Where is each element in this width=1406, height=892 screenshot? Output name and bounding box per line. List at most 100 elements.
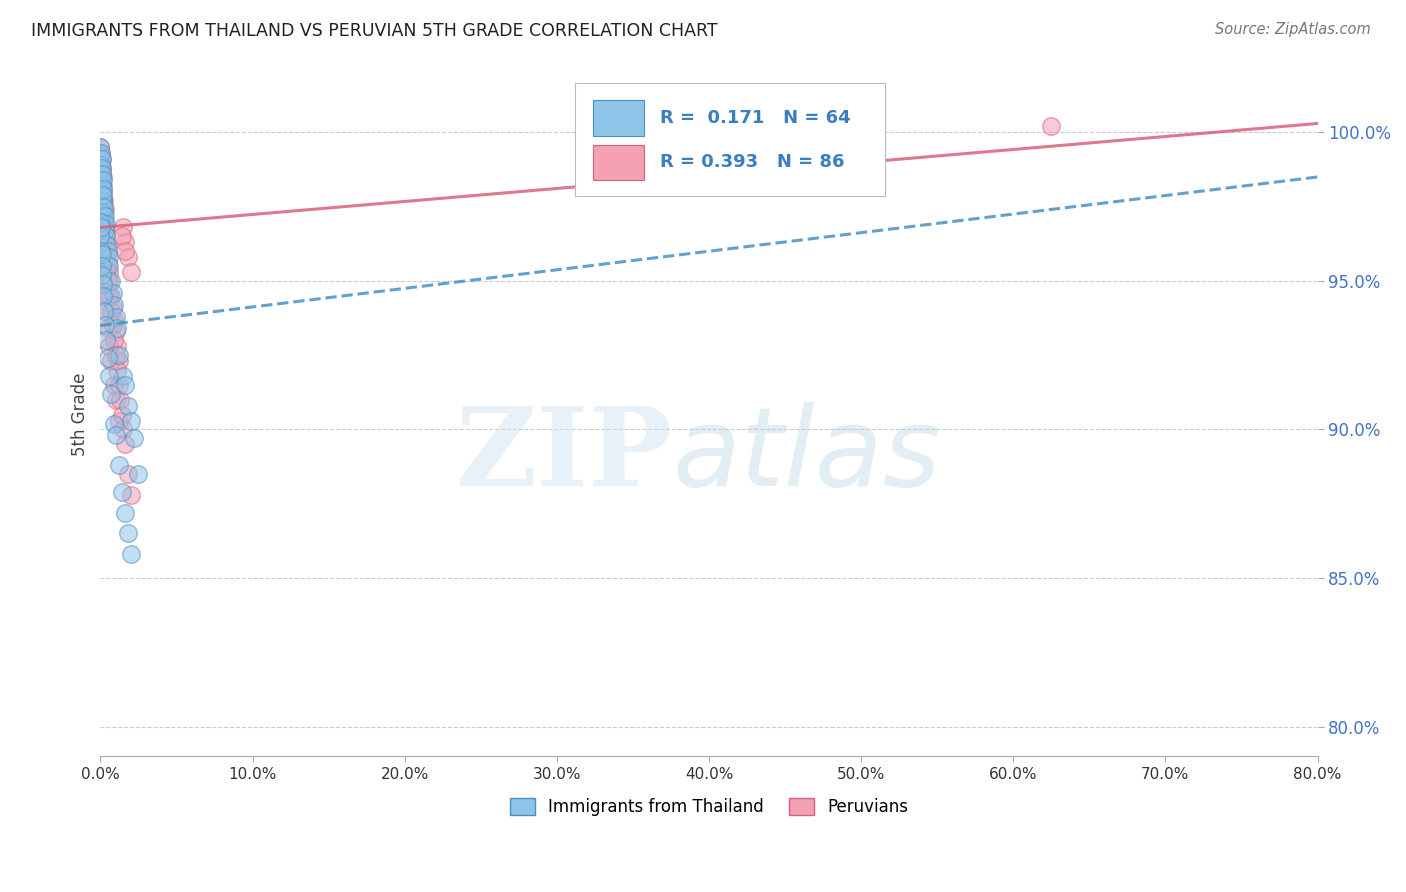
Point <box>114 506 136 520</box>
Point <box>90 161 112 175</box>
Point <box>90 178 112 193</box>
Point <box>96 238 118 252</box>
Point <box>122 431 145 445</box>
Point <box>96 303 118 318</box>
Point <box>100 354 122 368</box>
Point <box>94 238 117 252</box>
Point <box>90 223 112 237</box>
Point <box>1040 120 1063 134</box>
Point <box>112 422 135 436</box>
Point <box>90 167 112 181</box>
Point <box>89 149 111 163</box>
Point <box>94 250 117 264</box>
Point <box>90 178 112 193</box>
Point <box>90 220 112 235</box>
Point <box>97 256 120 270</box>
Text: IMMIGRANTS FROM THAILAND VS PERUVIAN 5TH GRADE CORRELATION CHART: IMMIGRANTS FROM THAILAND VS PERUVIAN 5TH… <box>31 22 717 40</box>
Point <box>114 378 136 392</box>
Point <box>96 238 118 252</box>
Point <box>93 227 115 241</box>
Point <box>112 220 135 235</box>
FancyBboxPatch shape <box>575 83 886 196</box>
Point <box>91 194 114 208</box>
Point <box>97 265 120 279</box>
Point <box>97 250 120 264</box>
Point <box>90 173 112 187</box>
Point <box>94 220 117 235</box>
Point <box>90 259 112 273</box>
Point <box>89 140 111 154</box>
Point <box>114 235 136 250</box>
Point <box>117 250 139 264</box>
Point <box>89 200 111 214</box>
Point <box>90 209 112 223</box>
Point <box>101 301 124 315</box>
Point <box>91 187 114 202</box>
Point <box>98 289 121 303</box>
Point <box>112 369 135 384</box>
Point <box>89 229 111 244</box>
Point <box>89 149 111 163</box>
Point <box>103 312 125 326</box>
Point <box>98 259 121 273</box>
Point <box>93 214 115 228</box>
Point <box>96 262 118 277</box>
Point <box>97 351 120 366</box>
Point <box>104 325 127 339</box>
Point <box>103 417 125 431</box>
Point <box>91 196 114 211</box>
Point <box>90 232 112 246</box>
Point <box>89 161 111 175</box>
Point <box>93 194 115 208</box>
Point <box>90 158 112 172</box>
Point <box>96 334 118 348</box>
Point <box>117 526 139 541</box>
Point <box>91 200 114 214</box>
Point <box>90 194 112 208</box>
Point <box>104 310 127 324</box>
Point <box>107 378 129 392</box>
Point <box>111 229 134 244</box>
Point <box>107 458 129 472</box>
Point <box>103 334 125 348</box>
Point <box>90 173 112 187</box>
Point <box>91 167 114 181</box>
Point <box>91 268 114 282</box>
Point <box>100 289 122 303</box>
Point <box>91 191 114 205</box>
Point <box>93 205 115 219</box>
Point <box>100 387 122 401</box>
Point <box>97 321 120 335</box>
Point <box>89 214 111 228</box>
Point <box>93 187 115 202</box>
Point <box>91 182 114 196</box>
Point <box>91 253 114 268</box>
Point <box>94 202 117 217</box>
Point <box>105 321 128 335</box>
Point <box>104 428 127 442</box>
Point <box>107 413 129 427</box>
Point <box>94 289 117 303</box>
Point <box>100 274 122 288</box>
Point <box>103 378 125 392</box>
Point <box>89 176 111 190</box>
Point <box>91 173 114 187</box>
Point <box>103 298 125 312</box>
Text: Source: ZipAtlas.com: Source: ZipAtlas.com <box>1215 22 1371 37</box>
Point <box>91 244 114 259</box>
Point <box>89 140 111 154</box>
Point <box>89 155 111 169</box>
Point <box>111 408 134 422</box>
Point <box>105 339 128 353</box>
Point <box>93 289 115 303</box>
Point <box>114 437 136 451</box>
Point <box>96 229 118 244</box>
Point <box>94 223 117 237</box>
Point <box>93 185 115 199</box>
Point <box>93 303 115 318</box>
Text: atlas: atlas <box>672 402 941 509</box>
Point <box>104 348 127 362</box>
Point <box>101 285 124 300</box>
Point <box>91 205 114 219</box>
Point <box>93 214 115 228</box>
